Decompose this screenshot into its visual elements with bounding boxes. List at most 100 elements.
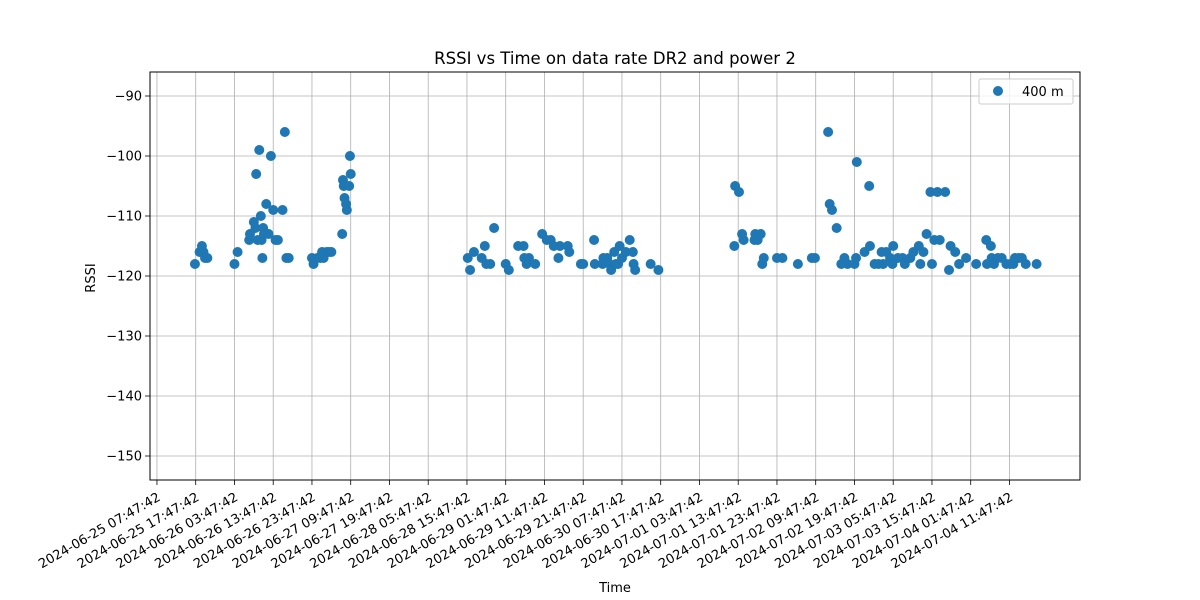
y-tick-label: −120 [106,270,142,285]
data-point [489,223,500,233]
data-point [485,259,496,269]
data-point [950,247,961,257]
data-point [851,253,862,263]
data-point [229,259,240,269]
legend: 400 m [978,78,1074,105]
data-point [940,187,951,197]
data-point [915,259,926,269]
data-point [729,241,740,251]
data-point [518,241,529,251]
data-point [627,247,638,257]
data-point [578,259,589,269]
data-point [738,235,749,245]
data-point [954,259,965,269]
data-point [202,253,213,263]
data-point [851,157,862,167]
data-point [272,235,283,245]
data-point [251,169,262,179]
data-point [326,247,337,257]
data-point [530,259,541,269]
y-tick-label: −100 [106,150,142,165]
data-point [337,229,348,239]
data-point [283,253,294,263]
data-point [792,259,803,269]
data-point [921,229,932,239]
data-point [831,223,842,233]
data-point [468,247,479,257]
data-point [630,265,641,275]
data-point [1020,259,1031,269]
data-point [263,229,274,239]
data-point [479,241,490,251]
data-point [1031,259,1042,269]
data-point [645,259,656,269]
data-point [653,265,664,275]
data-point [624,235,635,245]
data-point [823,127,834,137]
data-point [985,241,996,251]
data-point [268,205,279,215]
data-point [344,151,355,161]
data-point [344,181,355,191]
legend-marker [993,86,1003,96]
data-point [961,253,972,263]
data-point [553,253,564,263]
data-point [465,265,476,275]
y-tick-label: −130 [106,330,142,345]
data-point [864,241,875,251]
data-point [878,259,889,269]
data-point [918,247,929,257]
x-axis-label: Time [598,581,631,596]
data-point [932,187,943,197]
data-point [554,241,565,251]
data-point [758,253,769,263]
data-point [827,205,837,215]
data-point [189,259,200,269]
axes-frame [149,71,1081,481]
data-point [523,253,534,263]
data-point [255,211,266,221]
data-point [254,145,265,155]
legend-label: 400 m [1022,85,1064,100]
data-point [925,187,936,197]
data-point [888,241,899,251]
data-point [864,181,875,191]
data-point [279,127,290,137]
data-points [189,127,1042,275]
data-point [614,241,625,251]
data-point [842,259,853,269]
data-point [971,259,982,269]
data-point [503,265,514,275]
data-point [261,199,272,209]
data-point [944,265,955,275]
y-axis-label: RSSI [84,263,99,292]
data-point [277,205,288,215]
y-tick-label: −90 [115,90,142,105]
data-point [564,247,575,257]
y-tick-label: −150 [106,450,142,465]
grid [150,72,1080,480]
data-point [777,253,788,263]
data-point [462,253,473,263]
data-point [734,187,744,197]
data-point [345,169,356,179]
data-point [620,247,631,257]
data-point [257,253,268,263]
data-point [589,235,600,245]
data-point [250,223,261,233]
legend-box [978,78,1074,105]
data-point [232,247,243,257]
y-tick-label: −110 [106,210,142,225]
y-axis-ticks: −150 −140 −130 −120 −110 −100 −90 [106,90,150,465]
data-point [926,259,937,269]
y-tick-label: −140 [106,390,142,405]
data-point [265,151,276,161]
chart-title: RSSI vs Time on data rate DR2 and power … [434,49,796,68]
data-point [341,205,352,215]
data-point [934,235,945,245]
data-point [589,259,600,269]
data-point [755,229,766,239]
data-point [809,253,820,263]
